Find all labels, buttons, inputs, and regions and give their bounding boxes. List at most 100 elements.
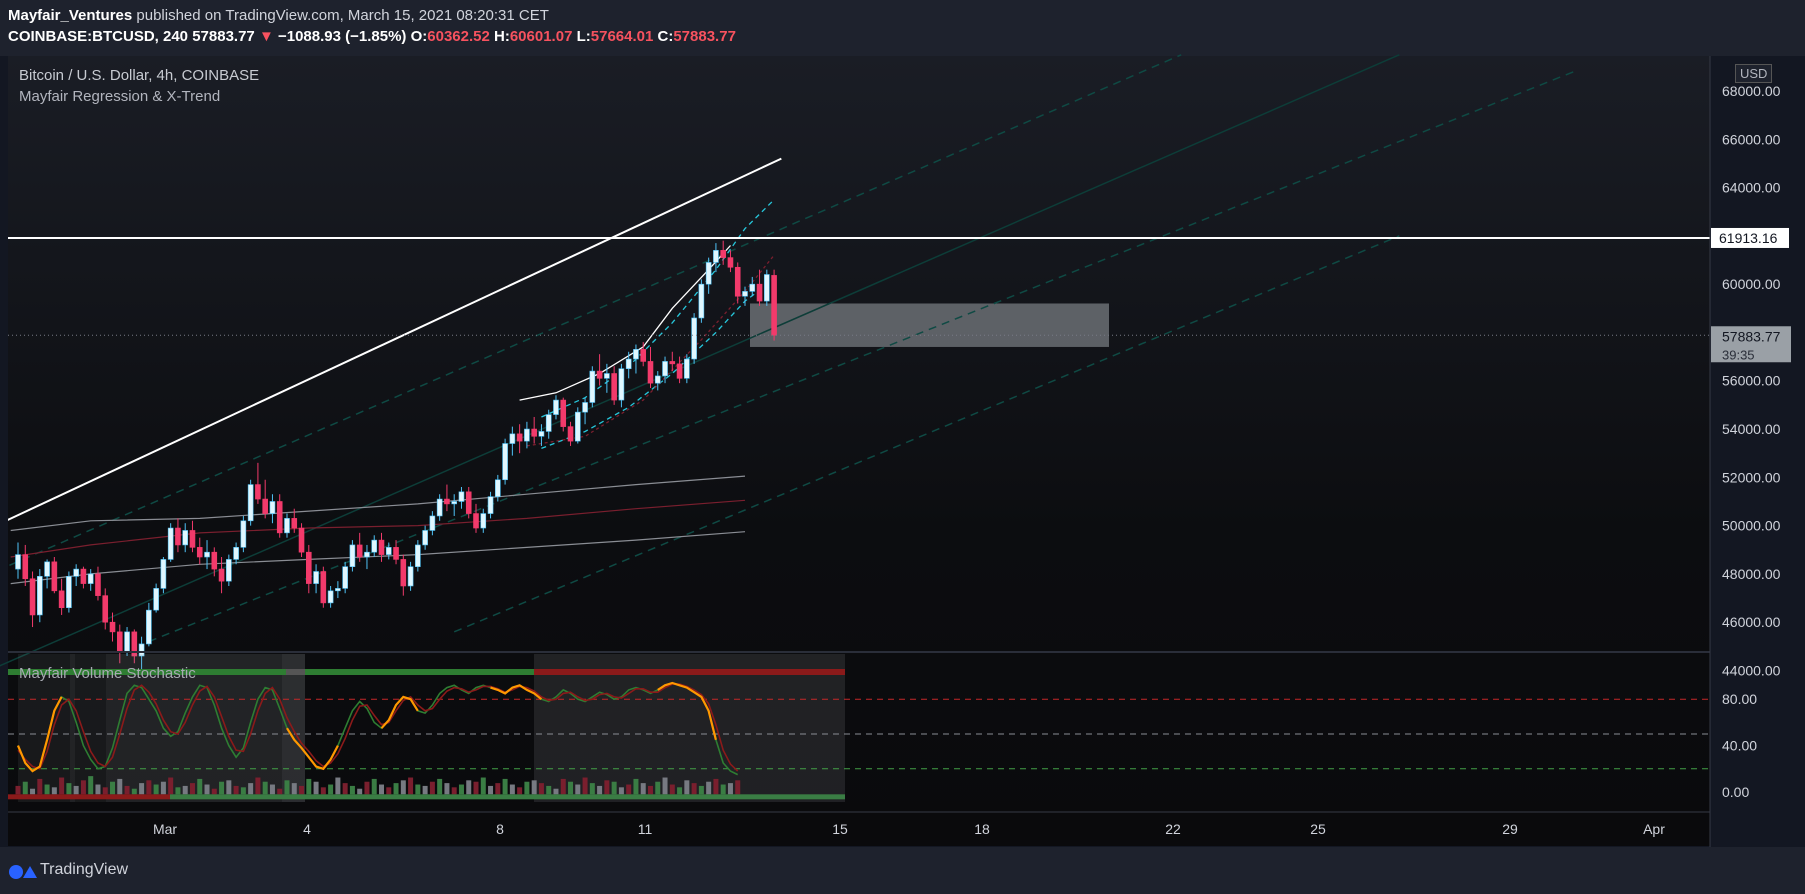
- volume-bar: [611, 781, 617, 795]
- volume-bar: [640, 783, 646, 795]
- volume-bar: [422, 785, 428, 795]
- candle-body: [749, 283, 756, 292]
- candle-body: [524, 428, 530, 442]
- candle-body: [320, 571, 327, 604]
- author-name[interactable]: Mayfair_Ventures: [8, 7, 133, 24]
- stoch-tick-label: 40.00: [1722, 738, 1757, 754]
- volume-bar: [575, 784, 581, 795]
- candle-body: [146, 609, 152, 645]
- last-price: 57883.77: [192, 28, 255, 45]
- volume-bar: [349, 785, 355, 795]
- candle-body: [327, 590, 334, 604]
- candle-body: [545, 414, 552, 432]
- candle-body: [247, 484, 254, 522]
- price-tick-label: 46000.00: [1722, 614, 1781, 630]
- candle-body: [276, 501, 283, 534]
- volume-bar: [444, 783, 450, 795]
- candle-body: [495, 479, 501, 497]
- candle-body: [196, 547, 203, 558]
- candle-body: [465, 491, 472, 514]
- publish-line: Mayfair_Ventures published on TradingVie…: [8, 7, 549, 24]
- candle-body: [204, 551, 210, 558]
- candle-body: [58, 590, 65, 609]
- price-tick-label: 60000.00: [1722, 276, 1781, 292]
- candle-body: [654, 375, 661, 384]
- candle-body: [684, 358, 690, 379]
- time-tick-label: 18: [974, 821, 990, 837]
- last-price-badge: [1711, 326, 1791, 363]
- price-change: −1088.93 (−1.85%): [277, 28, 407, 45]
- pane-left-mask: [0, 56, 8, 656]
- volume-bar: [168, 777, 174, 795]
- high-value: 60601.07: [509, 28, 573, 45]
- regression-channel-layer: [0, 54, 1575, 667]
- axes-layer: 44000.00 46000.00 48000.00 50000.00 52000.00…: [8, 56, 1791, 847]
- time-tick-label: 22: [1165, 821, 1181, 837]
- volume-bar: [37, 778, 43, 795]
- candle-body: [73, 568, 79, 577]
- stoch-orange-segment: [380, 695, 419, 729]
- volume-bar: [160, 781, 166, 795]
- candle-body: [364, 551, 370, 558]
- currency-badge[interactable]: USD: [1735, 64, 1773, 83]
- candle-body: [713, 250, 719, 263]
- time-tick-label: 15: [832, 821, 848, 837]
- volume-bar: [364, 781, 370, 795]
- high-label: H:: [494, 28, 510, 45]
- candle-body: [407, 566, 414, 587]
- candle-body: [574, 411, 581, 442]
- volume-bar: [502, 778, 508, 795]
- candle-body: [516, 433, 523, 442]
- candle-body: [385, 547, 392, 555]
- candle-body: [378, 539, 385, 555]
- stoch-shade-block: [534, 654, 845, 802]
- tradingview-brand[interactable]: TradingView: [40, 861, 129, 878]
- candle-body: [124, 631, 130, 652]
- candle-body: [596, 370, 603, 379]
- price-tick-label: 48000.00: [1722, 566, 1781, 582]
- ma-upper-grey: [10, 475, 746, 532]
- volume-bar: [568, 781, 574, 795]
- candle-body: [604, 373, 610, 379]
- price-tick-label: 56000.00: [1722, 373, 1781, 389]
- candle-body: [553, 399, 559, 415]
- candle-body: [109, 621, 116, 633]
- price-tick-label: 52000.00: [1722, 469, 1781, 485]
- volume-bar: [429, 781, 435, 795]
- volume-bar: [269, 784, 275, 795]
- volume-bar: [146, 780, 152, 795]
- chart-pane[interactable]: [8, 56, 1710, 846]
- volume-bar: [691, 783, 697, 795]
- volume-bar: [102, 787, 108, 795]
- time-tick-label: Mar: [153, 821, 177, 837]
- candle-body: [371, 539, 378, 553]
- stochastic-legend[interactable]: Mayfair Volume Stochastic: [19, 665, 196, 682]
- stoch-shade-block: [106, 654, 170, 802]
- candle-body: [226, 559, 232, 582]
- ma-mid-red: [10, 499, 746, 558]
- volume-bar: [393, 783, 399, 795]
- countdown-label: 39:35: [1722, 347, 1755, 362]
- publish-info: published on TradingView.com, March 15, …: [132, 7, 549, 24]
- stoch-status-strip: [286, 669, 305, 675]
- volume-bar: [371, 778, 377, 795]
- candle-body: [436, 498, 443, 517]
- volume-bar: [437, 778, 443, 795]
- candle-body: [633, 349, 639, 360]
- candle-body: [611, 373, 617, 401]
- candle-body: [335, 588, 341, 592]
- volume-bar: [618, 787, 624, 795]
- indicator-legend[interactable]: Mayfair Regression & X-Trend: [19, 88, 221, 105]
- volume-bar: [95, 784, 101, 795]
- level-badge-label: 61913.16: [1719, 230, 1778, 246]
- price-tick-label: 44000.00: [1722, 663, 1781, 679]
- volume-bar: [560, 778, 566, 795]
- time-tick-label: 29: [1502, 821, 1518, 837]
- close-label: C:: [657, 28, 674, 45]
- main-legend-title[interactable]: Bitcoin / U.S. Dollar, 4h, COINBASE: [19, 67, 260, 84]
- volume-bar: [51, 787, 57, 795]
- candle-body: [756, 283, 763, 302]
- time-tick-label: Apr: [1643, 821, 1665, 837]
- candle-body: [662, 361, 668, 377]
